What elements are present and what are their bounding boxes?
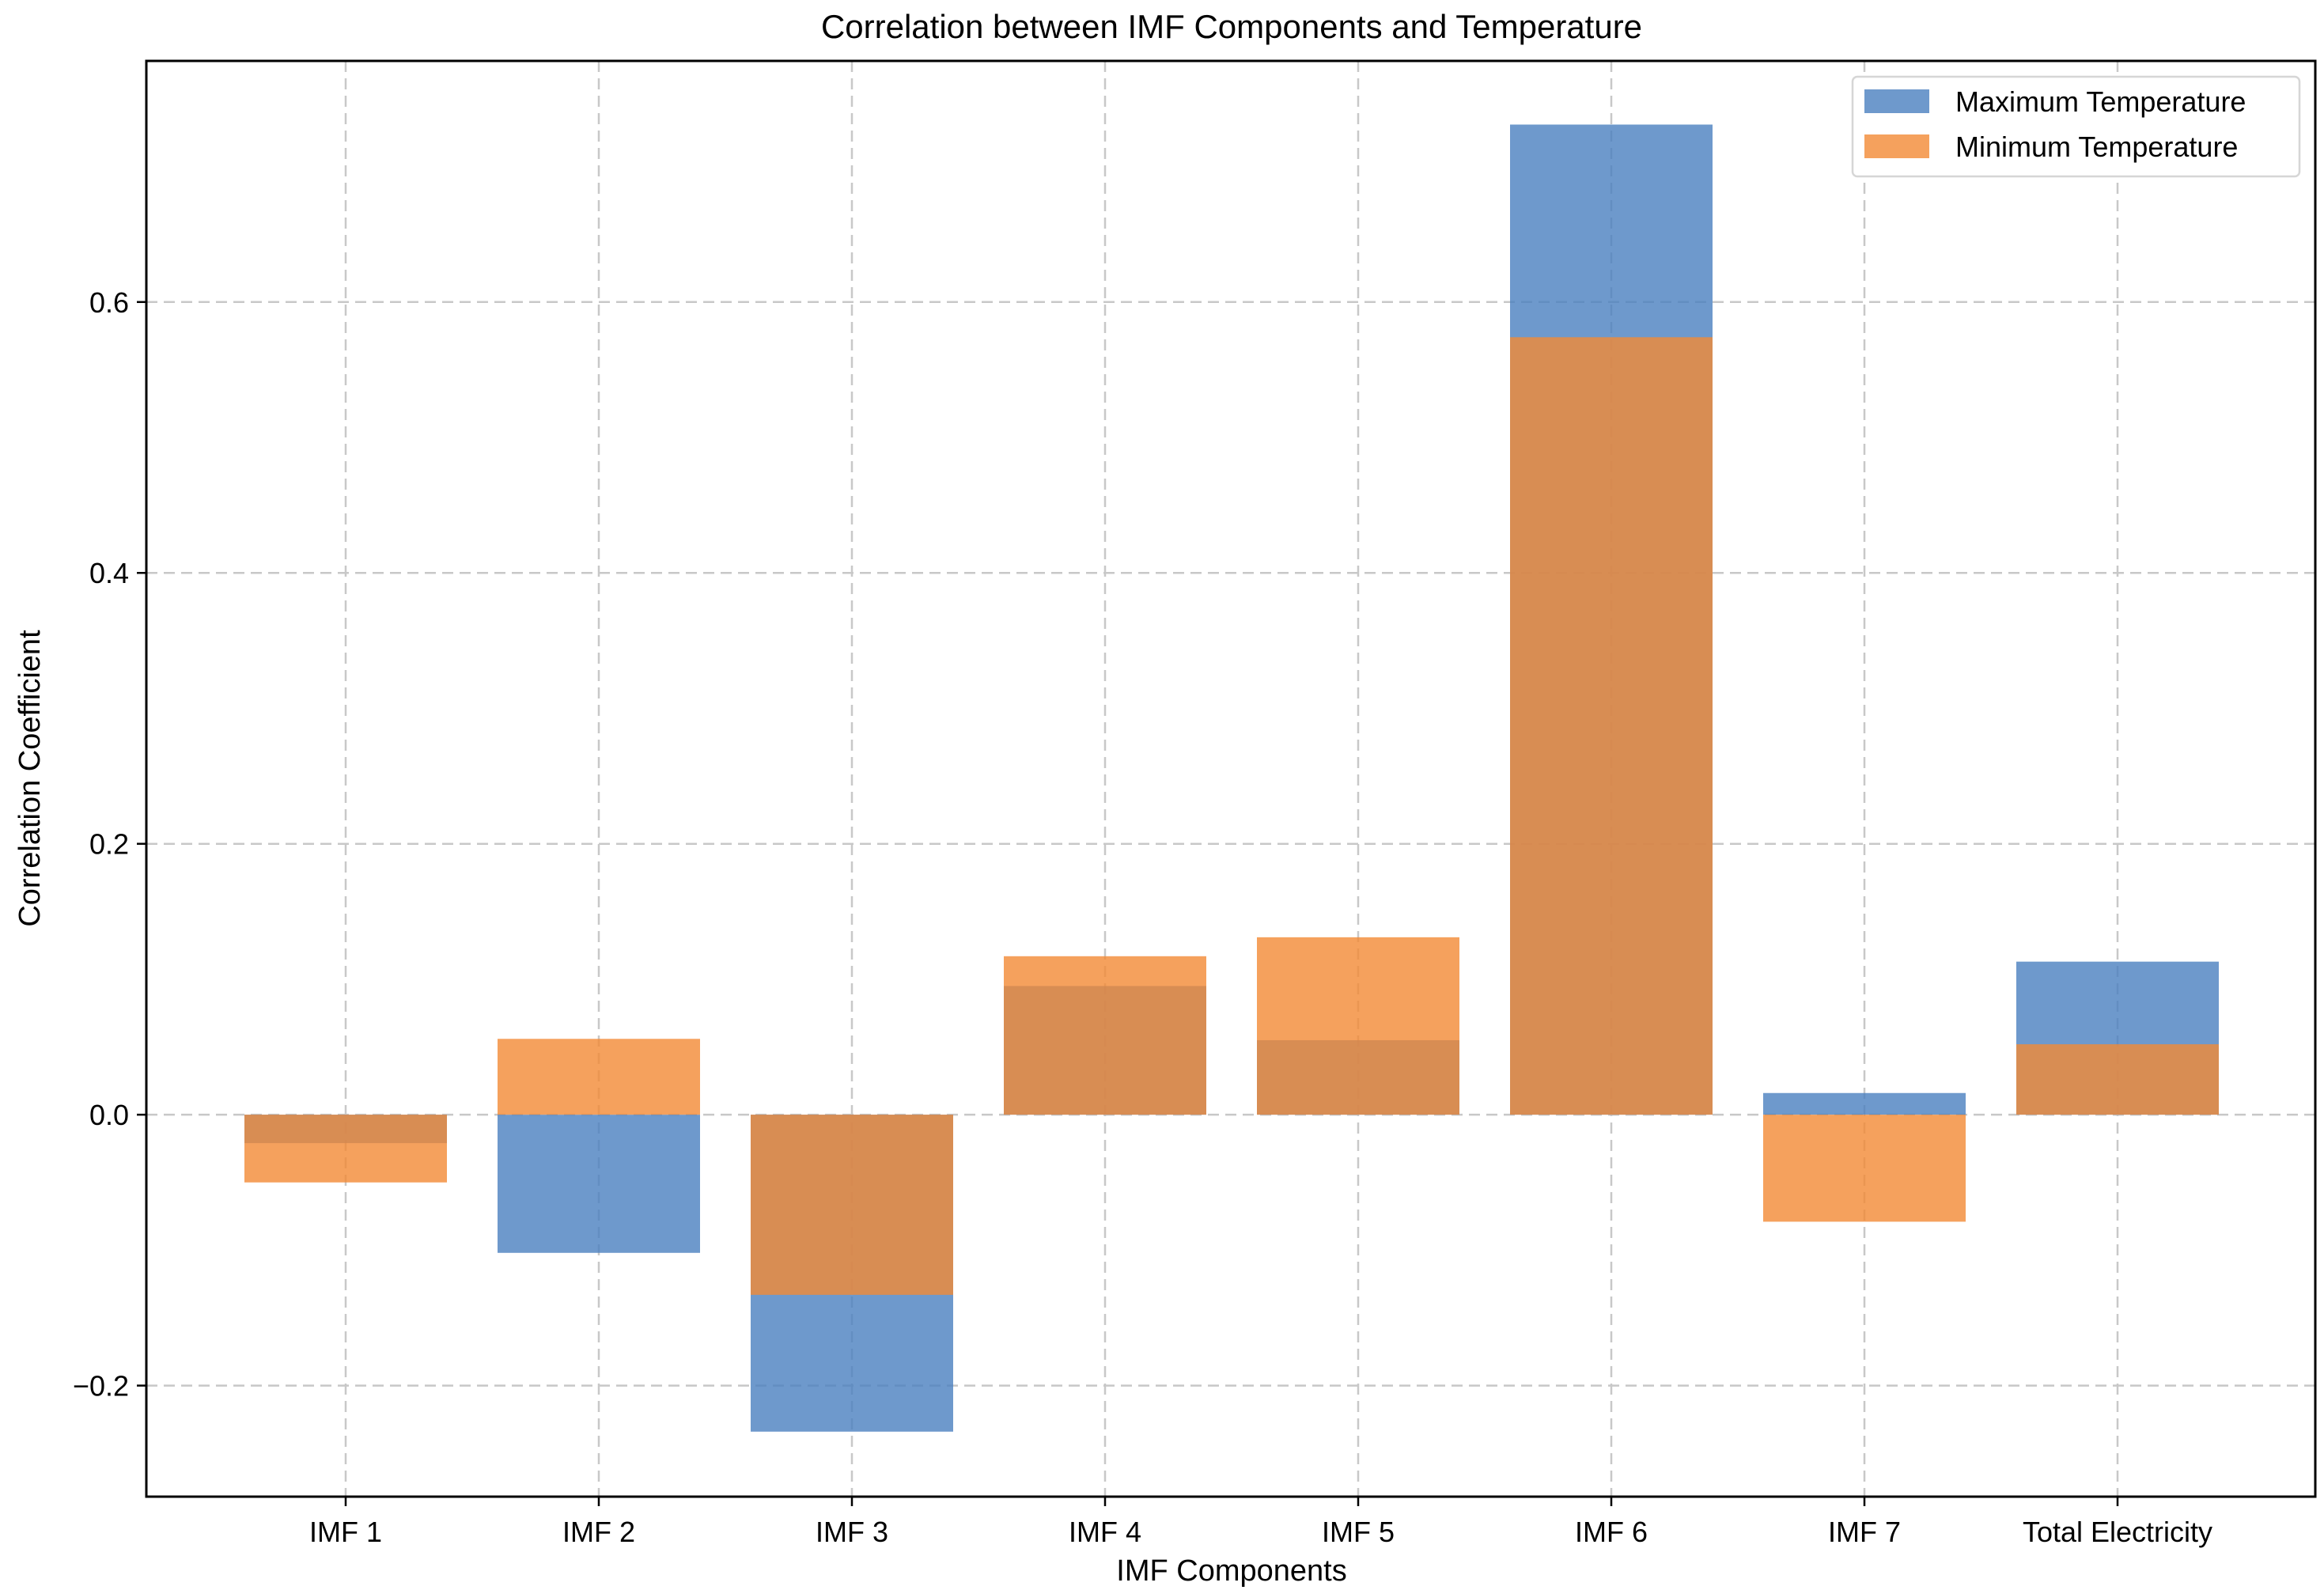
x-tick-label: IMF 7 [1828,1516,1901,1548]
chart-title: Correlation between IMF Components and T… [821,8,1642,45]
x-axis-label: IMF Components [1116,1554,1346,1588]
bars-layer [244,124,2219,1432]
x-tick-label: IMF 3 [816,1516,888,1548]
legend-label-min: Minimum Temperature [1955,131,2238,163]
bar-min-temp [2016,1044,2219,1115]
bar-min-temp [1763,1115,1966,1222]
x-tick-label: IMF 5 [1322,1516,1395,1548]
bar-min-temp [498,1039,700,1115]
plot-frame [145,59,2317,1498]
bar-min-temp [1510,337,1713,1115]
legend-swatch-min [1864,134,1929,158]
bar-min-temp [1257,937,1459,1115]
y-tick-label: −0.2 [73,1370,129,1403]
legend-swatch-max [1864,89,1929,113]
bar-max-temp [1763,1092,1966,1115]
bar-min-temp [244,1115,447,1183]
y-tick-label: 0.2 [89,828,129,861]
x-tick-label: Total Electricity [2023,1516,2212,1548]
y-tick-label: 0.0 [89,1099,129,1131]
x-tick-label: IMF 6 [1575,1516,1648,1548]
x-tick-label: IMF 4 [1069,1516,1141,1548]
legend: Maximum Temperature Minimum Temperature [1851,75,2301,178]
x-tick-label: IMF 2 [562,1516,635,1548]
y-axis-label: Correlation Coefficient [13,630,47,927]
legend-label-max: Maximum Temperature [1955,85,2246,118]
y-tick-label: 0.6 [89,286,129,319]
grid-layer [146,61,2315,1497]
bar-max-temp [498,1115,700,1253]
bar-min-temp [1004,956,1206,1115]
tick-layer: −0.2 0.0 0.2 0.4 0.6 IMF 1 IMF 2 IMF 3 IMF 4 IMF … [73,286,2212,1548]
y-tick-label: 0.4 [89,557,129,589]
x-tick-label: IMF 1 [309,1516,382,1548]
legend-box [1851,75,2301,178]
bar-min-temp [751,1115,953,1295]
